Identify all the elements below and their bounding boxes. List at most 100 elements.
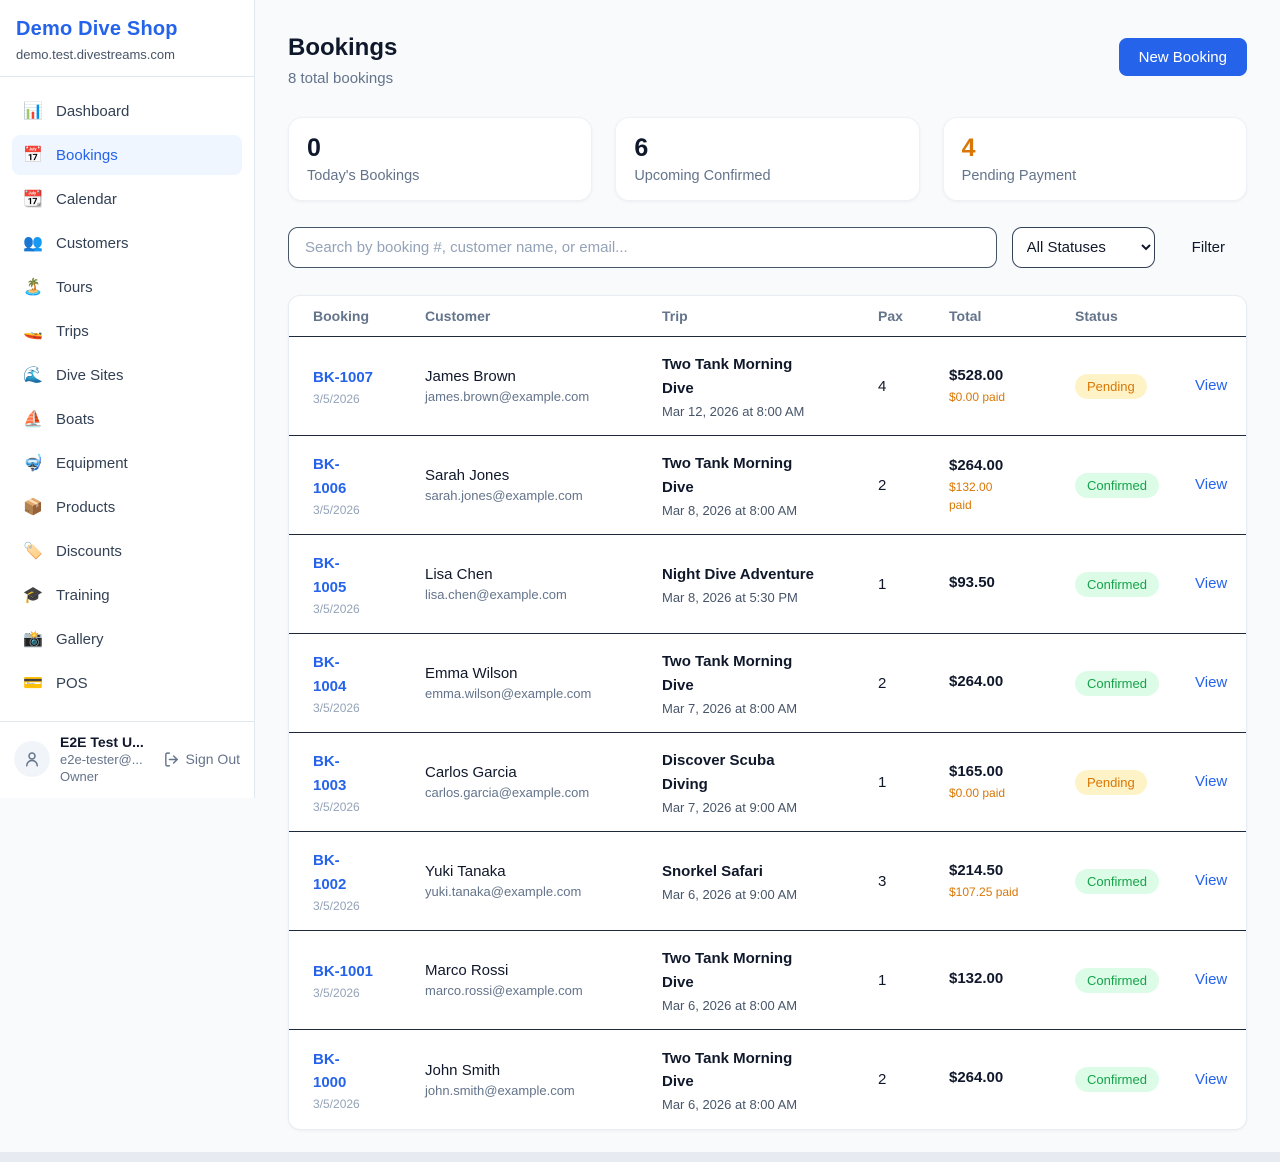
tours-icon: 🏝️ <box>23 279 43 296</box>
sidebar-item-tours[interactable]: 🏝️ Tours <box>12 267 242 307</box>
status-filter-select[interactable]: All Statuses <box>1011 227 1155 268</box>
booking-number-link[interactable]: BK- 1002 <box>313 852 347 893</box>
discounts-icon: 🏷️ <box>23 543 43 560</box>
sidebar-item-bookings[interactable]: 📅 Bookings <box>12 135 242 175</box>
customer-email: emma.wilson@example.com <box>425 686 592 701</box>
status-badge: Confirmed <box>1075 868 1159 894</box>
trip-name: Two Tank Morning Dive <box>662 356 793 397</box>
booking-date: 3/5/2026 <box>313 502 360 517</box>
sidebar-item-discounts[interactable]: 🏷️ Discounts <box>12 531 242 571</box>
customer-name: James Brown <box>425 368 516 385</box>
booking-number-link[interactable]: BK- 1006 <box>313 456 347 497</box>
action-cell: View <box>1195 1071 1227 1089</box>
customer-name: Carlos Garcia <box>425 764 517 781</box>
status-badge: Confirmed <box>1075 670 1159 696</box>
status-badge: Pending <box>1075 373 1147 399</box>
user-email: e2e-tester@... <box>60 752 143 767</box>
total-amount: $93.50 <box>949 573 995 591</box>
booking-number-link[interactable]: BK- 1003 <box>313 753 347 794</box>
booking-number-link[interactable]: BK-1007 <box>313 368 374 386</box>
customer-email: yuki.tanaka@example.com <box>425 884 582 899</box>
pax-cell: 1 <box>878 773 887 791</box>
total-amount: $528.00 <box>949 366 1004 384</box>
total-cell: $264.00 <box>949 673 1075 694</box>
booking-cell: BK- 1005 3/5/2026 <box>313 552 425 616</box>
status-cell: Confirmed <box>1075 670 1195 696</box>
column-header-pax: Pax <box>878 308 903 324</box>
booking-number-link[interactable]: BK- 1000 <box>313 1050 347 1091</box>
table-row: BK- 1004 3/5/2026 Emma Wilson emma.wilson@… <box>289 634 1246 733</box>
view-link[interactable]: View <box>1195 377 1228 394</box>
sidebar-item-customers[interactable]: 👥 Customers <box>12 223 242 263</box>
total-cell: $214.50 $107.25 paid <box>949 862 1075 901</box>
training-icon: 🎓 <box>23 587 43 604</box>
customer-cell: Emma Wilson emma.wilson@example.com <box>425 665 662 701</box>
user-meta: E2E Test U... e2e-tester@... Owner <box>60 734 153 784</box>
customer-cell: James Brown james.brown@example.com <box>425 368 662 404</box>
dashboard-icon: 📊 <box>23 103 43 120</box>
view-link[interactable]: View <box>1195 1070 1228 1088</box>
customer-name: John Smith <box>425 1061 501 1079</box>
column-header-booking: Booking <box>313 308 369 324</box>
sidebar-item-boats[interactable]: ⛵ Boats <box>12 399 242 439</box>
bookings-table: Booking Customer Trip Pax Total Status B… <box>288 295 1247 1130</box>
booking-number-link[interactable]: BK-1001 <box>313 962 374 980</box>
sidebar-item-pos[interactable]: 💳 POS <box>12 663 242 703</box>
customer-name: Yuki Tanaka <box>425 863 506 880</box>
customer-cell: Carlos Garcia carlos.garcia@example.com <box>425 764 662 800</box>
sidebar-item-gallery[interactable]: 📸 Gallery <box>12 619 242 659</box>
sidebar-item-trips[interactable]: 🚤 Trips <box>12 311 242 351</box>
view-link[interactable]: View <box>1195 773 1228 790</box>
booking-cell: BK- 1003 3/5/2026 <box>313 750 425 814</box>
table-header-row: Booking Customer Trip Pax Total Status <box>289 296 1246 337</box>
trip-cell: Two Tank Morning Dive Mar 12, 2026 at 8:0… <box>662 353 878 419</box>
sidebar-item-label: Dive Sites <box>56 366 124 384</box>
action-cell: View <box>1195 476 1227 494</box>
status-cell: Confirmed <box>1075 868 1195 894</box>
sidebar-item-products[interactable]: 📦 Products <box>12 487 242 527</box>
sign-out-button[interactable]: Sign Out <box>163 751 240 768</box>
paid-amount: $0.00 paid <box>949 785 1006 800</box>
trip-datetime: Mar 6, 2026 at 9:00 AM <box>662 887 798 903</box>
customer-email: sarah.jones@example.com <box>425 488 583 503</box>
sidebar: Demo Dive Shop demo.test.divestreams.com… <box>0 0 255 798</box>
status-cell: Pending <box>1075 373 1195 399</box>
sidebar-item-training[interactable]: 🎓 Training <box>12 575 242 615</box>
customer-name: Emma Wilson <box>425 665 518 682</box>
view-link[interactable]: View <box>1195 476 1228 493</box>
view-link[interactable]: View <box>1195 971 1228 988</box>
booking-number-link[interactable]: BK- 1004 <box>313 654 347 695</box>
trip-datetime: Mar 12, 2026 at 8:00 AM <box>662 403 805 419</box>
table-row: BK- 1003 3/5/2026 Carlos Garcia carlos.gar… <box>289 733 1246 832</box>
sidebar-item-dashboard[interactable]: 📊 Dashboard <box>12 91 242 131</box>
view-link[interactable]: View <box>1195 872 1228 889</box>
booking-cell: BK- 1002 3/5/2026 <box>313 849 425 913</box>
filter-button[interactable]: Filter <box>1170 239 1247 256</box>
status-badge: Confirmed <box>1075 1067 1159 1092</box>
action-cell: View <box>1195 971 1227 989</box>
trip-cell: Two Tank Morning Dive Mar 7, 2026 at 8:00… <box>662 650 878 716</box>
sidebar-item-equipment[interactable]: 🤿 Equipment <box>12 443 242 483</box>
search-input[interactable] <box>288 227 997 268</box>
total-amount: $264.00 <box>949 1069 1004 1086</box>
booking-number-link[interactable]: BK- 1005 <box>313 555 347 596</box>
view-link[interactable]: View <box>1195 575 1228 592</box>
stat-card-todays-bookings: 0 Today's Bookings <box>288 117 593 201</box>
gallery-icon: 📸 <box>23 631 43 648</box>
view-link[interactable]: View <box>1195 674 1228 691</box>
column-header-customer: Customer <box>425 308 491 324</box>
sidebar-item-calendar[interactable]: 📆 Calendar <box>12 179 242 219</box>
stat-label: Upcoming Confirmed <box>634 167 771 184</box>
total-amount: $165.00 <box>949 762 1004 780</box>
customer-cell: Sarah Jones sarah.jones@example.com <box>425 467 662 503</box>
new-booking-button[interactable]: New Booking <box>1118 38 1247 76</box>
total-cell: $165.00 $0.00 paid <box>949 763 1075 802</box>
pax-cell: 2 <box>878 476 887 494</box>
trip-name: Two Tank Morning Dive <box>662 1049 793 1090</box>
sidebar-item-dive-sites[interactable]: 🌊 Dive Sites <box>12 355 242 395</box>
stat-card-pending-payment: 4 Pending Payment <box>942 117 1247 201</box>
trip-name: Two Tank Morning Dive <box>662 653 793 694</box>
trip-cell: Discover Scuba Diving Mar 7, 2026 at 9:00… <box>662 749 878 815</box>
sidebar-item-label: Boats <box>56 410 95 428</box>
user-icon <box>26 752 38 767</box>
